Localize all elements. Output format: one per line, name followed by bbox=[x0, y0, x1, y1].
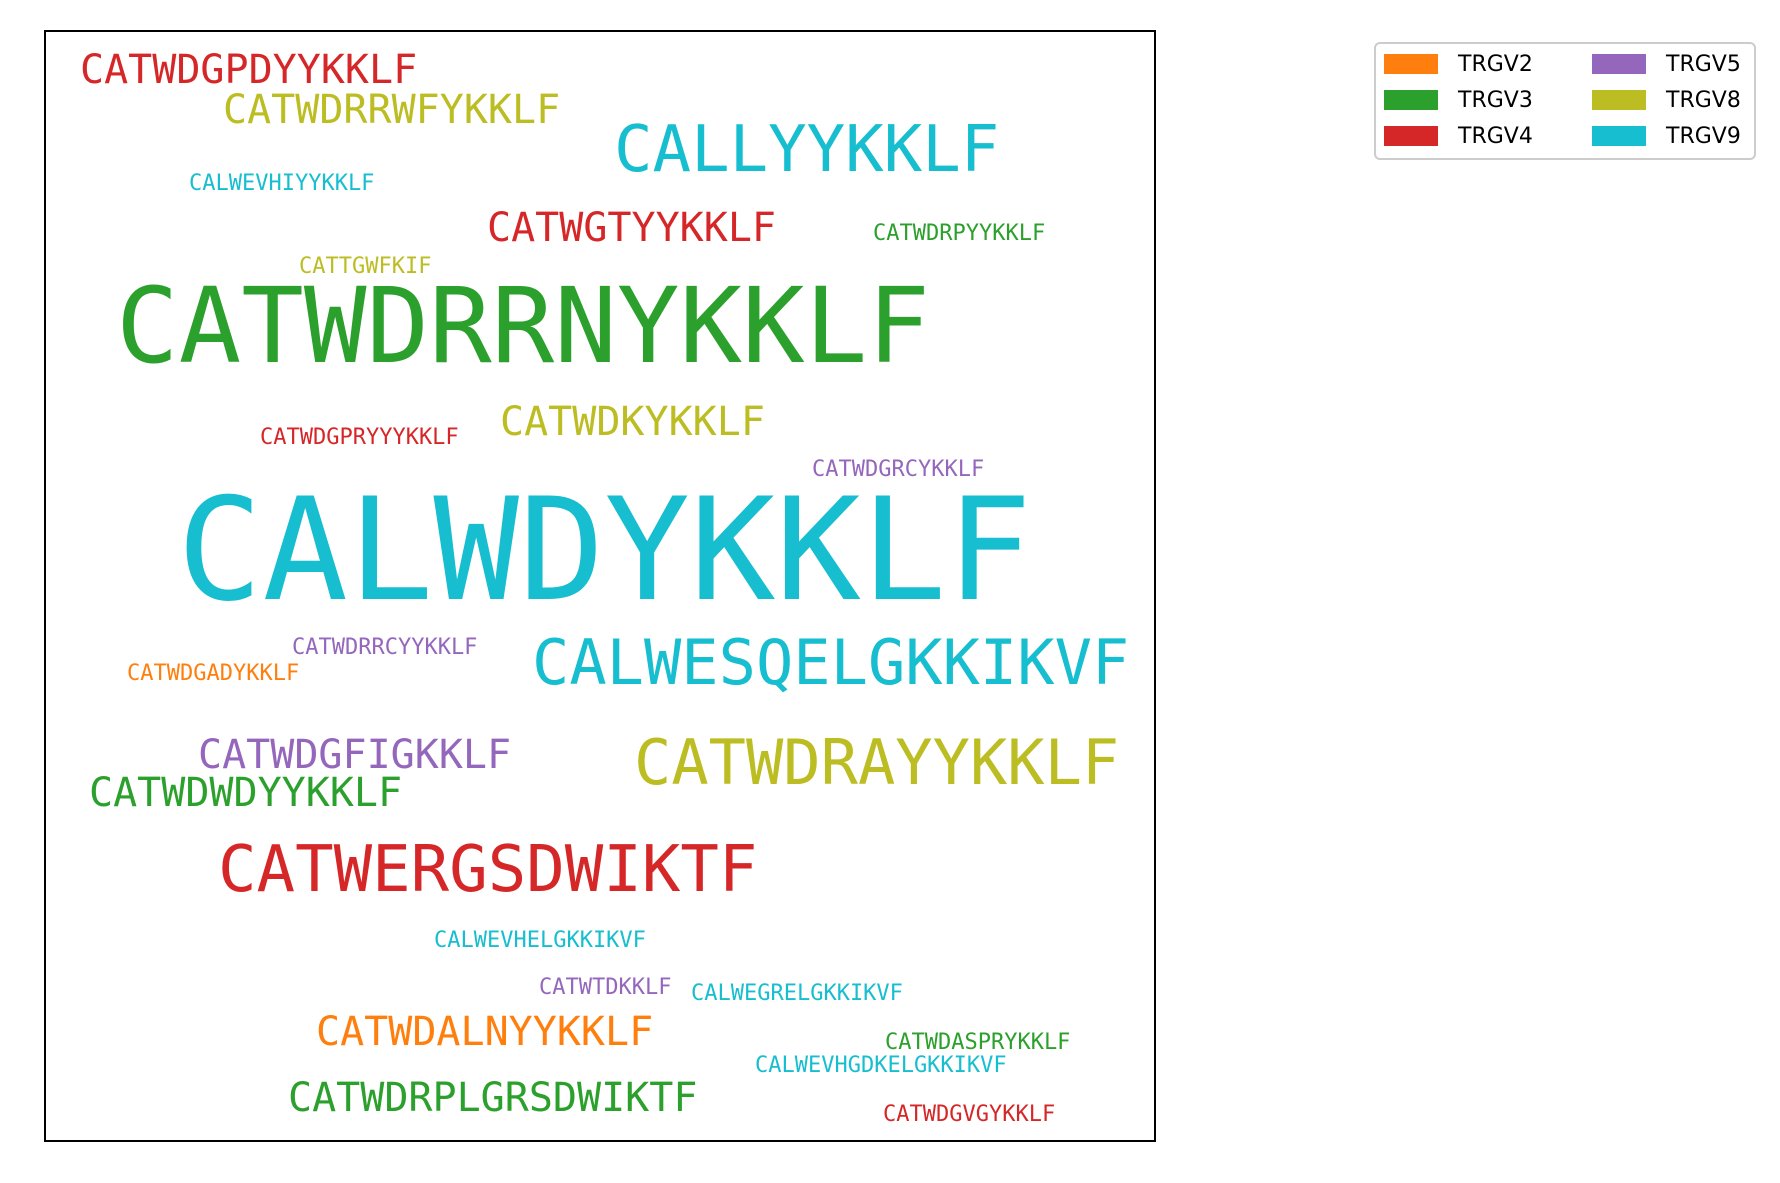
word-calwevhgdkelgkkikvf: CALWEVHGDKELGKKIKVF bbox=[755, 1053, 1007, 1078]
legend-item-trgv3: TRGV3 bbox=[1384, 87, 1533, 113]
legend-item-trgv5: TRGV5 bbox=[1592, 51, 1741, 77]
legend-swatch bbox=[1384, 54, 1438, 74]
word-calwevhiyykklf: CALWEVHIYYKKLF bbox=[189, 171, 375, 196]
legend-swatch bbox=[1592, 54, 1646, 74]
word-catwdgfigkklf: CATWDGFIGKKLF bbox=[198, 732, 512, 778]
legend-swatch bbox=[1592, 126, 1646, 146]
word-catwtdkklf: CATWTDKKLF bbox=[539, 975, 672, 1000]
word-catwdrpyykklf: CATWDRPYYKKLF bbox=[873, 221, 1046, 246]
word-cloud-panel: CATWDGPDYYKKLF CATWDRRWFYKKLF CALLYYKKLF CA… bbox=[44, 30, 1156, 1142]
legend-swatch bbox=[1384, 90, 1438, 110]
word-catwdrrwfykklf: CATWDRRWFYKKLF bbox=[223, 87, 561, 133]
word-calwesqelgkkikvf: CALWESQELGKKIKVF bbox=[532, 626, 1130, 699]
word-catwdkykklf: CATWDKYKKLF bbox=[500, 399, 765, 445]
legend-label: TRGV5 bbox=[1666, 51, 1741, 77]
word-catwdasprykklf: CATWDASPRYKKLF bbox=[885, 1030, 1071, 1055]
legend-label: TRGV3 bbox=[1458, 87, 1533, 113]
legend-label: TRGV4 bbox=[1458, 123, 1533, 149]
word-catwgtyykklf: CATWGTYYKKLF bbox=[487, 205, 776, 251]
legend-label: TRGV9 bbox=[1666, 123, 1741, 149]
word-catwdrrnykklf: CATWDRRNYKKLF bbox=[116, 265, 930, 387]
word-catwdgvgykklf: CATWDGVGYKKLF bbox=[883, 1102, 1056, 1127]
legend-swatch bbox=[1384, 126, 1438, 146]
word-catwdrrcyykklf: CATWDRRCYYKKLF bbox=[292, 635, 478, 660]
legend: TRGV2 TRGV5 TRGV3 TRGV8 TRGV4 TRGV9 bbox=[1374, 42, 1756, 160]
legend-item-trgv9: TRGV9 bbox=[1592, 123, 1741, 149]
legend-item-trgv2: TRGV2 bbox=[1384, 51, 1533, 77]
word-cattgwfkif: CATTGWFKIF bbox=[299, 254, 432, 279]
legend-label: TRGV8 bbox=[1666, 87, 1741, 113]
legend-item-trgv8: TRGV8 bbox=[1592, 87, 1741, 113]
word-callyykklf: CALLYYKKLF bbox=[614, 113, 1000, 187]
legend-label: TRGV2 bbox=[1458, 51, 1533, 77]
word-catwdgpryyykklf: CATWDGPRYYYKKLF bbox=[260, 425, 459, 450]
word-catwdwdyykklf: CATWDWDYYKKLF bbox=[89, 770, 403, 816]
word-calwevhelgkkikvf: CALWEVHELGKKIKVF bbox=[434, 928, 646, 953]
word-catwdgrcykklf: CATWDGRCYKKLF bbox=[812, 457, 985, 482]
word-catwdgadykklf: CATWDGADYKKLF bbox=[127, 661, 300, 686]
word-catwdrplgrsdwiktf: CATWDRPLGRSDWIKTF bbox=[288, 1075, 698, 1121]
legend-item-trgv4: TRGV4 bbox=[1384, 123, 1533, 149]
word-catwdalnyykklf: CATWDALNYYKKLF bbox=[316, 1009, 654, 1055]
word-catwdgpdyykklf: CATWDGPDYYKKLF bbox=[80, 47, 418, 93]
word-calwdykklf: CALWDYKKLF bbox=[177, 468, 1032, 633]
word-calwegrelgkkikvf: CALWEGRELGKKIKVF bbox=[691, 981, 903, 1006]
legend-swatch bbox=[1592, 90, 1646, 110]
word-catwdrayykklf: CATWDRAYYKKLF bbox=[634, 726, 1120, 799]
word-catwergsdwiktf: CATWERGSDWIKTF bbox=[218, 833, 758, 907]
